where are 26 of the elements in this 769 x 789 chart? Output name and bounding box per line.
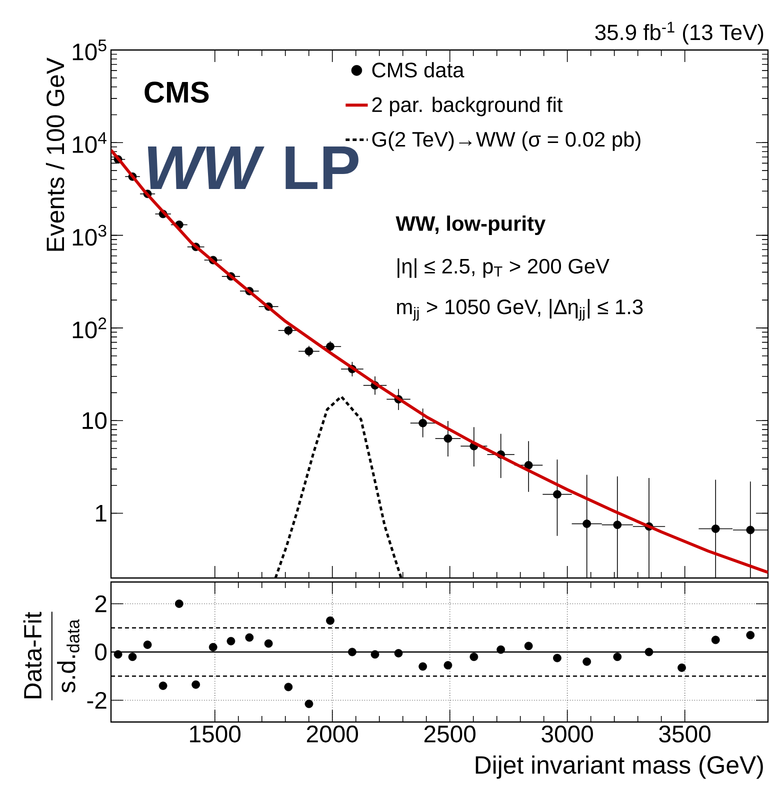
y-tick-label: 1 xyxy=(96,505,107,522)
x-tick-label: 3000 xyxy=(542,726,594,742)
y-tick-label: 10$^{5}$ xyxy=(73,40,106,60)
y-tick-label: 0 xyxy=(95,644,107,660)
legend-label: CMS data xyxy=(372,62,464,78)
annotation: m$_{jj}$ > 1050 GeV, |Δη$_{jj}$| ≤ 1.3 xyxy=(397,298,643,321)
y-axis-title: Events / 100 GeV xyxy=(46,58,64,251)
annotation: CMS xyxy=(144,82,209,103)
text: 35.9 fb$^{-1}$ (13 TeV) xyxy=(595,22,764,44)
y-tick-label: 10$^{2}$ xyxy=(73,317,106,338)
x-tick-label: 2500 xyxy=(424,726,476,742)
y-tick-label: 10$^{3}$ xyxy=(73,224,106,246)
y-tick-label: 2 xyxy=(96,595,106,612)
legend-label: 2 par. background fit xyxy=(372,96,563,116)
x-tick-label: 1500 xyxy=(190,726,241,742)
x-tick-label: 2000 xyxy=(307,726,358,742)
annotation: |η| ≤ 2.5, p$_{T}$ > 200 GeV xyxy=(398,258,610,278)
legend-label: G(2 TeV)→WW (σ = 0.02 pb) xyxy=(372,131,641,151)
annotation: WW, low-purity xyxy=(396,216,546,236)
y-tick-label: 10$^{4}$ xyxy=(73,132,107,154)
x-axis-title: Dijet invariant mass (GeV) xyxy=(476,756,764,779)
y-tick-label: -2 xyxy=(87,692,106,709)
y-tick-label: 10 xyxy=(82,412,107,430)
annotation: WW LP xyxy=(148,146,359,189)
y-axis-title: $\frac{\text{Data-Fit}}{\text{s.d.}_{\text{data}}}$ xyxy=(24,612,80,700)
x-tick-label: 3500 xyxy=(659,726,711,742)
